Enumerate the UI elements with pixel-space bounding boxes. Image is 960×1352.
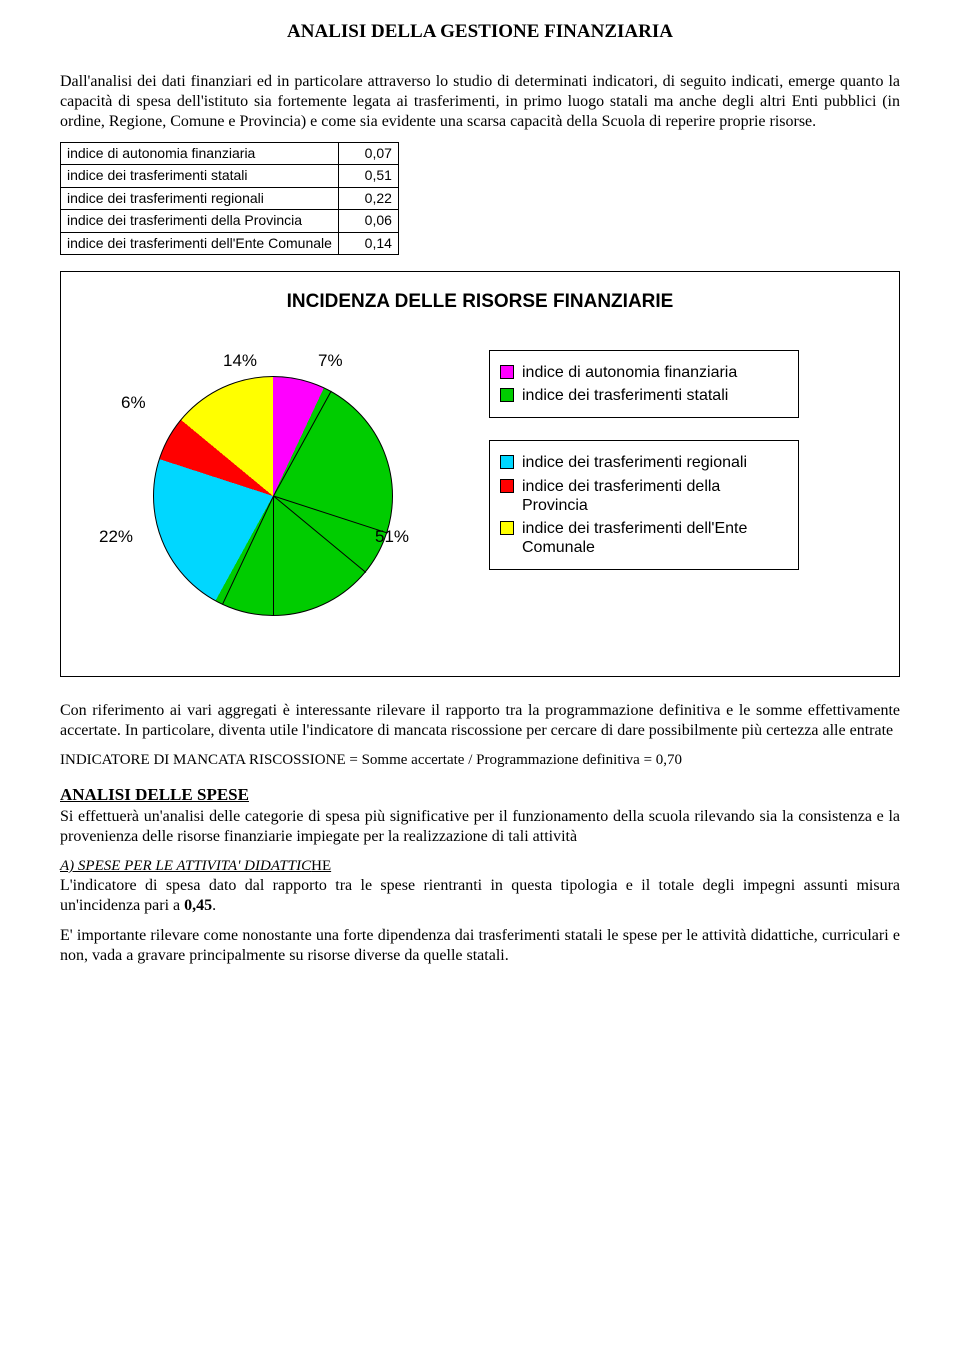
legend-item: indice dei trasferimenti della Provincia [500,477,788,515]
section-a-value: 0,45 [184,897,212,914]
legend-label: indice dei trasferimenti regionali [522,453,747,472]
indices-table: indice di autonomia finanziaria0,07indic… [60,142,399,256]
index-value: 0,07 [338,142,398,165]
legend-item: indice dei trasferimenti dell'Ente Comun… [500,519,788,557]
pie-slice-label: 14% [223,350,257,371]
index-value: 0,14 [338,232,398,255]
chart-legend: indice di autonomia finanziaria indice de… [489,346,799,570]
index-value: 0,51 [338,165,398,188]
legend-item: indice dei trasferimenti statali [500,386,788,405]
para-aggregati: Con riferimento ai vari aggregati è inte… [60,701,900,741]
section-a-p1c: . [212,897,216,914]
pie-slice-label: 6% [121,392,146,413]
pie-slice-label: 22% [99,526,133,547]
page-title: ANALISI DELLA GESTIONE FINANZIARIA [60,20,900,44]
index-value: 0,06 [338,210,398,233]
legend-swatch [500,388,514,402]
section-a-para2: E' importante rilevare come nonostante u… [60,926,900,966]
section-a-heading: A) SPESE PER LE ATTIVITA' DIDATTICHE [60,857,900,876]
index-value: 0,22 [338,187,398,210]
indicator-prefix: INDICATORE DI MANCATA RISCOSSIONE = [60,752,362,768]
spese-heading: ANALISI DELLE SPESE [60,784,900,805]
legend-swatch [500,455,514,469]
legend-swatch [500,479,514,493]
legend-label: indice dei trasferimenti statali [522,386,728,405]
legend-box: indice di autonomia finanziaria indice de… [489,350,799,418]
table-row: indice dei trasferimenti della Provincia… [61,210,399,233]
indicator-line: INDICATORE DI MANCATA RISCOSSIONE = Somm… [60,751,900,770]
section-a-suffix: HE [311,858,331,874]
legend-label: indice dei trasferimenti dell'Ente Comun… [522,519,788,557]
spese-body: Si effettuerà un'analisi delle categorie… [60,807,900,847]
legend-label: indice di autonomia finanziaria [522,363,737,382]
index-label: indice dei trasferimenti statali [61,165,339,188]
section-a-prefix: A) SPESE PER LE ATTIVITA' DIDATTIC [60,858,311,874]
legend-swatch [500,365,514,379]
chart-title: INCIDENZA DELLE RISORSE FINANZIARIE [83,290,877,314]
intro-paragraph: Dall'analisi dei dati finanziari ed in p… [60,72,900,132]
section-a-para1: L'indicatore di spesa dato dal rapporto … [60,876,900,916]
legend-label: indice dei trasferimenti della Provincia [522,477,788,515]
pie-slice-label: 51% [375,526,409,547]
pie-chart [153,376,393,616]
index-label: indice di autonomia finanziaria [61,142,339,165]
table-row: indice dei trasferimenti dell'Ente Comun… [61,232,399,255]
legend-item: indice di autonomia finanziaria [500,363,788,382]
legend-item: indice dei trasferimenti regionali [500,453,788,472]
pie-area: 7% 51% 22% 6% 14% [83,346,463,646]
table-row: indice dei trasferimenti statali0,51 [61,165,399,188]
legend-swatch [500,521,514,535]
index-label: indice dei trasferimenti regionali [61,187,339,210]
legend-box: indice dei trasferimenti regionali indice… [489,440,799,570]
pie-chart-container: INCIDENZA DELLE RISORSE FINANZIARIE 7% 51… [60,271,900,677]
index-label: indice dei trasferimenti dell'Ente Comun… [61,232,339,255]
pie-slice-label: 7% [318,350,343,371]
table-row: indice dei trasferimenti regionali0,22 [61,187,399,210]
indicator-value: Somme accertate / Programmazione definit… [362,752,682,768]
index-label: indice dei trasferimenti della Provincia [61,210,339,233]
table-row: indice di autonomia finanziaria0,07 [61,142,399,165]
